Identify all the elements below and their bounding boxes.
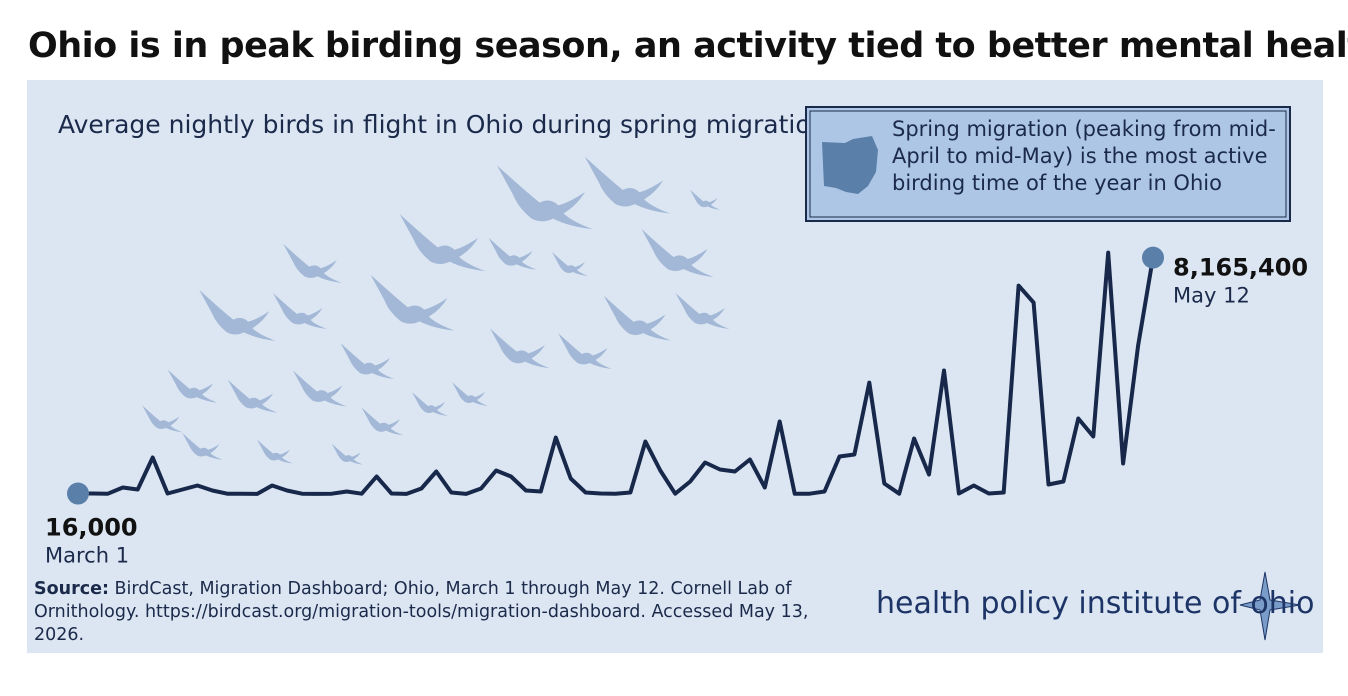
end-marker — [1142, 246, 1164, 269]
source-text: BirdCast, Migration Dashboard; Ohio, Mar… — [34, 579, 809, 645]
logo: health policy institute of ohio — [876, 586, 1315, 621]
value-label: 8,165,400 — [1173, 254, 1308, 282]
value-label: 16,000 — [45, 514, 138, 542]
callout-box — [805, 106, 1291, 222]
chart-subtitle: Average nightly birds in flight in Ohio … — [58, 110, 826, 139]
series-line — [78, 250, 1155, 496]
source-note: Source: BirdCast, Migration Dashboard; O… — [34, 578, 864, 647]
page-title: Ohio is in peak birding season, an activ… — [28, 26, 1348, 66]
callout-text: Spring migration (peaking from mid-April… — [892, 117, 1276, 195]
source-label: Source: — [34, 579, 109, 599]
x-label: May 12 — [1173, 284, 1250, 308]
end-marker — [67, 482, 89, 505]
ohio-icon — [822, 136, 878, 194]
logo-star — [1239, 571, 1301, 641]
x-label: March 1 — [45, 544, 129, 568]
